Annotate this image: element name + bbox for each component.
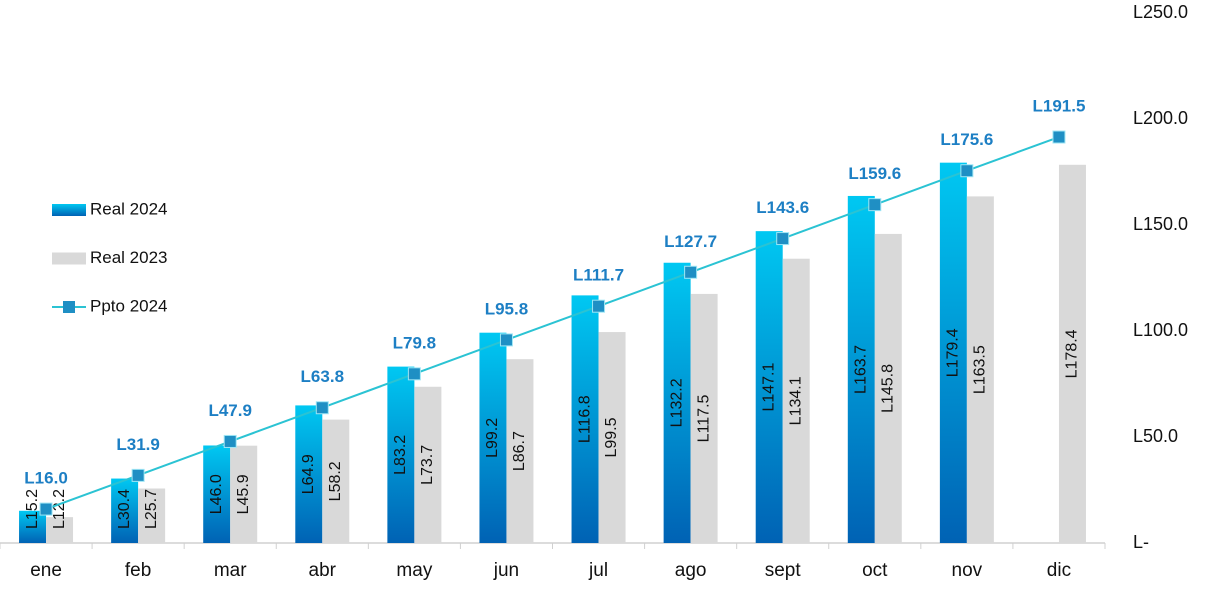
data-label: L47.9 (208, 401, 251, 420)
x-tick-label: ene (30, 560, 62, 581)
y-tick-label: L100.0 (1133, 320, 1188, 340)
x-tick-label: feb (125, 560, 151, 581)
data-label: L58.2 (327, 461, 344, 501)
data-label: L99.5 (603, 417, 620, 457)
data-label: L147.1 (760, 363, 777, 412)
legend-label: Real 2023 (90, 248, 168, 267)
marker (131, 468, 145, 482)
marker (407, 367, 421, 381)
data-label: L116.8 (576, 395, 593, 443)
y-tick-label: L250.0 (1133, 2, 1188, 22)
x-tick-label: ago (675, 560, 707, 581)
data-label: L46.0 (208, 474, 225, 514)
bar (479, 332, 507, 543)
marker (39, 502, 53, 516)
bar (782, 258, 810, 543)
bar (203, 445, 231, 543)
bar (663, 262, 691, 543)
bar (1058, 164, 1086, 544)
bar (598, 332, 626, 543)
bar (111, 478, 139, 543)
data-label: L25.7 (143, 489, 160, 529)
data-label: L191.5 (1032, 97, 1085, 116)
data-label: L99.2 (484, 418, 501, 458)
bar (322, 419, 350, 543)
bar (966, 196, 994, 543)
data-label: L178.4 (1064, 329, 1081, 378)
data-label: L111.7 (573, 266, 624, 285)
data-label: L63.8 (301, 367, 344, 386)
data-label: L16.0 (24, 469, 67, 488)
data-label: L117.5 (695, 394, 712, 442)
data-label: L159.6 (848, 164, 901, 183)
marker (868, 198, 882, 212)
x-tick-label: may (396, 560, 432, 581)
legend-swatch (52, 252, 86, 265)
data-label: L31.9 (116, 435, 159, 454)
y-tick-label: L150.0 (1133, 214, 1188, 234)
marker (776, 232, 790, 246)
marker (223, 434, 237, 448)
bar (847, 195, 875, 543)
data-label: L15.2 (24, 489, 41, 529)
y-tick-label: L50.0 (1133, 426, 1178, 446)
data-label: L127.7 (664, 232, 717, 251)
data-label: L132.2 (668, 378, 685, 427)
data-label: L95.8 (485, 299, 528, 318)
bar (874, 233, 902, 544)
bar (387, 366, 415, 543)
data-label: L163.7 (853, 345, 870, 394)
x-tick-label: oct (862, 560, 888, 581)
bar (19, 510, 47, 543)
bar (939, 162, 967, 543)
marker (1052, 130, 1066, 144)
data-label: L143.6 (756, 198, 809, 217)
data-label: L79.8 (393, 333, 436, 352)
marker (592, 299, 606, 313)
bar (138, 488, 166, 543)
bar (506, 359, 534, 543)
data-label: L30.4 (116, 489, 133, 529)
marker (499, 333, 513, 347)
marker (315, 401, 329, 415)
data-label: L175.6 (940, 130, 993, 149)
y-tick-label: L- (1133, 532, 1149, 552)
legend-label: Real 2024 (90, 199, 168, 218)
data-label: L83.2 (392, 435, 409, 475)
legend-marker (63, 301, 75, 313)
data-label: L145.8 (880, 364, 897, 413)
bar (755, 231, 783, 543)
marker (960, 164, 974, 178)
data-label: L86.7 (511, 431, 528, 471)
x-tick-label: sept (765, 560, 802, 581)
line (45, 136, 1060, 511)
data-label: L179.4 (945, 328, 962, 377)
data-label: L73.7 (419, 445, 436, 485)
x-tick-label: dic (1047, 560, 1071, 581)
data-label: L64.9 (300, 454, 317, 494)
data-label: L12.2 (51, 489, 68, 529)
x-tick-label: nov (952, 560, 983, 581)
legend-swatch (52, 204, 86, 216)
x-tick-label: mar (214, 560, 247, 581)
bar (46, 517, 74, 543)
x-tick-label: abr (309, 560, 337, 581)
data-label: L163.5 (972, 345, 989, 394)
x-tick-label: jun (493, 560, 519, 581)
legend-label: Ppto 2024 (90, 296, 168, 315)
bar (295, 405, 323, 543)
bar (414, 386, 442, 543)
y-tick-label: L200.0 (1133, 108, 1188, 128)
x-tick-label: jul (588, 560, 608, 581)
bar (230, 445, 258, 543)
bar (690, 293, 718, 543)
data-label: L45.9 (235, 474, 252, 514)
marker (684, 265, 698, 279)
bar (571, 295, 599, 543)
data-label: L134.1 (787, 376, 804, 425)
